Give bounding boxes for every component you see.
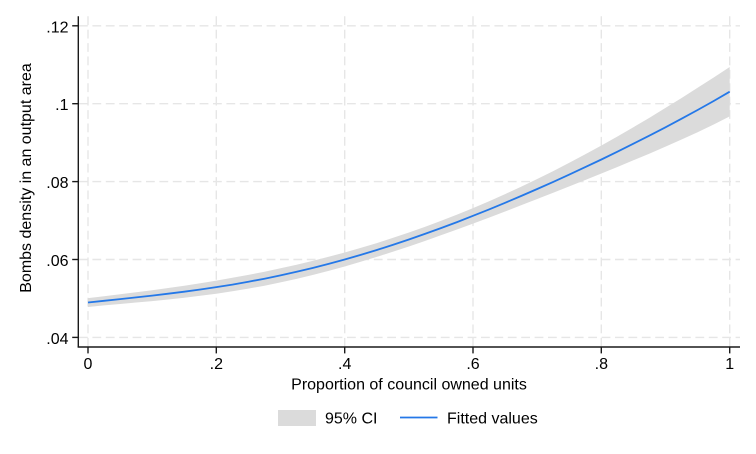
svg-text:Fitted values: Fitted values [447, 411, 538, 428]
svg-text:Bombs density in an output are: Bombs density in an output area [18, 63, 35, 293]
svg-text:.4: .4 [338, 356, 351, 373]
svg-text:.8: .8 [595, 356, 608, 373]
svg-text:Proportion of council owned un: Proportion of council owned units [291, 377, 527, 394]
svg-text:.06: .06 [46, 253, 68, 270]
svg-text:.2: .2 [210, 356, 223, 373]
svg-text:.6: .6 [466, 356, 479, 373]
svg-text:.1: .1 [55, 97, 68, 114]
svg-text:0: 0 [84, 356, 93, 373]
svg-text:1: 1 [725, 356, 734, 373]
svg-text:.12: .12 [46, 19, 68, 36]
svg-text:.08: .08 [46, 175, 68, 192]
svg-text:.04: .04 [46, 331, 68, 348]
svg-text:95% CI: 95% CI [325, 411, 377, 428]
